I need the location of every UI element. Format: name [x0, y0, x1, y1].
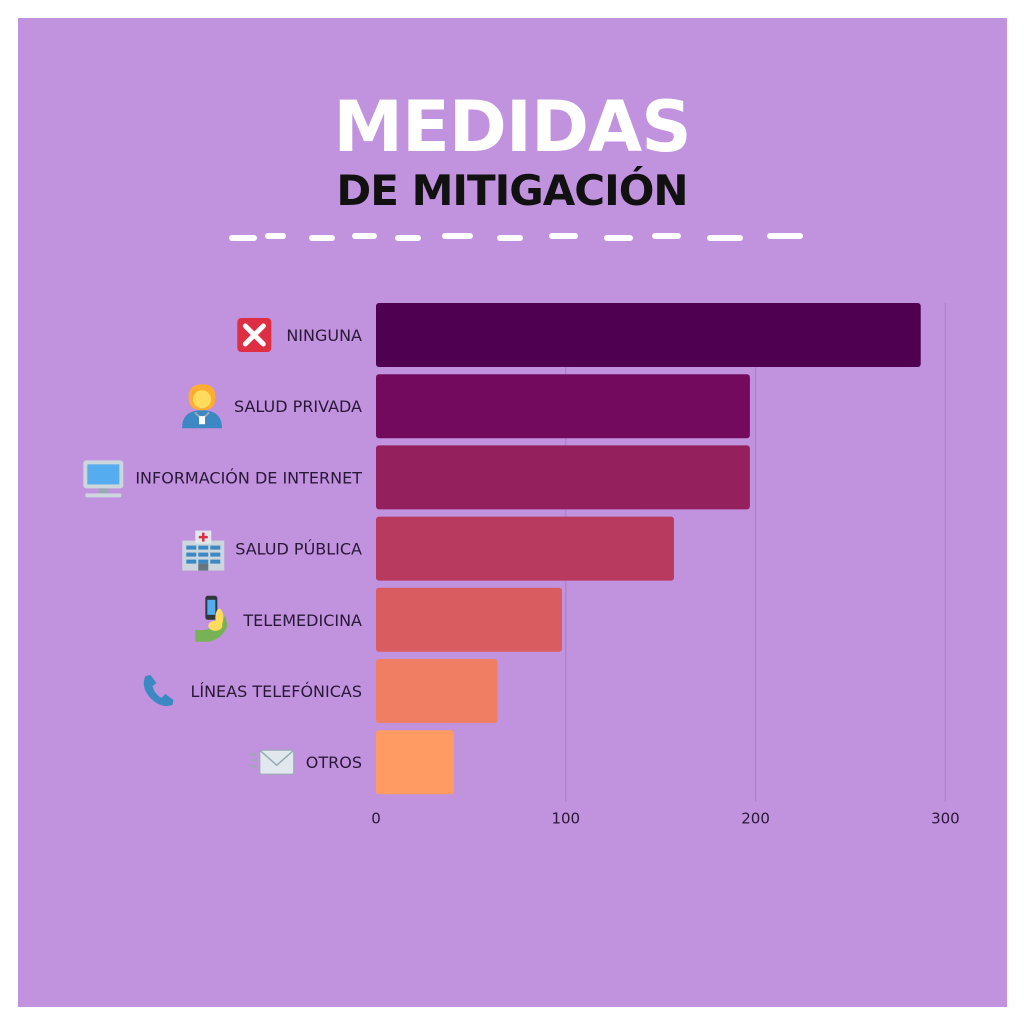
page-title: MEDIDAS: [333, 86, 691, 168]
bar-3: [376, 445, 750, 510]
bar-5: [376, 587, 563, 652]
bar-2: [376, 374, 750, 439]
bar-6: [376, 659, 498, 723]
computer-icon: [83, 460, 124, 498]
category-label: OTROS: [306, 753, 362, 772]
category-labels: NINGUNA SALUD PRIVADA INFORMACIÓN DE INTER…: [135, 326, 362, 772]
bar-7: [376, 730, 454, 795]
x-tick-label: 0: [371, 809, 381, 827]
telephone-receiver-icon: [143, 675, 174, 707]
cross-mark-icon: [237, 318, 272, 352]
x-tick-label: 300: [931, 809, 960, 827]
category-label: LÍNEAS TELEFÓNICAS: [190, 682, 362, 701]
background-panel: [18, 18, 1007, 1007]
x-tick-labels: 0 100 200 300: [371, 809, 959, 827]
category-label: SALUD PÚBLICA: [235, 540, 362, 559]
bar-1: [376, 303, 921, 367]
x-tick-label: 100: [551, 809, 580, 827]
bar-4: [376, 516, 674, 581]
category-label: TELEMEDICINA: [242, 611, 362, 630]
x-tick-label: 200: [741, 809, 770, 827]
category-label: SALUD PRIVADA: [234, 397, 362, 416]
category-icons: [83, 318, 295, 775]
category-label: NINGUNA: [286, 326, 362, 345]
bars: [376, 303, 921, 795]
hospital-icon: [182, 530, 225, 571]
envelope-icon: [248, 749, 295, 775]
phone-in-hand-icon: [195, 595, 228, 642]
health-worker-icon: [182, 384, 223, 429]
page-subtitle: DE MITIGACIÓN: [336, 166, 688, 215]
category-label: INFORMACIÓN DE INTERNET: [135, 468, 362, 487]
decorative-dashed-line: [229, 233, 803, 241]
